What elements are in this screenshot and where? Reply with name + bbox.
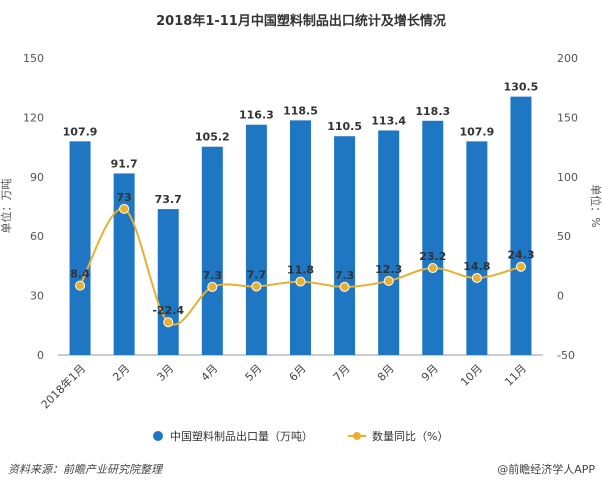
x-tick-label: 9月	[419, 362, 441, 384]
left-tick-label: 0	[37, 349, 44, 362]
bar	[378, 130, 400, 355]
right-tick-label: 200	[557, 52, 578, 65]
line-point	[383, 275, 394, 286]
x-tick-label: 10月	[458, 362, 485, 389]
line-point	[471, 273, 482, 284]
bar-value-label: 113.4	[371, 114, 406, 127]
chart-title: 2018年1-11月中国塑料制品出口统计及增长情况	[156, 13, 446, 29]
left-tick-label: 30	[30, 290, 44, 303]
right-tick-label: 150	[557, 111, 578, 124]
bar-value-label: 107.9	[63, 125, 98, 138]
bar	[69, 141, 91, 355]
bar-value-label: 107.9	[459, 125, 494, 138]
left-tick-label: 90	[30, 171, 44, 184]
bar	[334, 136, 356, 355]
left-tick-label: 150	[23, 52, 44, 65]
right-tick-label: 50	[557, 230, 571, 243]
bar	[422, 120, 444, 356]
credit-note: @前瞻经济学人APP	[497, 463, 595, 476]
line-point	[427, 263, 438, 274]
left-axis-ticks: 0 30 60 90 120 150	[23, 52, 44, 362]
line-point	[163, 317, 174, 328]
line-point	[295, 276, 306, 287]
left-tick-label: 60	[30, 230, 44, 243]
bar	[245, 124, 267, 355]
x-tick-label: 2月	[110, 362, 132, 384]
legend-bar-label: 中国塑料制品出口量（万吨）	[170, 429, 313, 443]
left-axis-label: 单位：万吨	[0, 179, 13, 234]
x-axis-ticks: 2018年1月 2月 3月 4月 5月 6月 7月 8月 9月 10月 11月	[38, 361, 529, 411]
right-tick-label: 100	[557, 171, 578, 184]
bar	[466, 141, 488, 355]
right-tick-label: -50	[557, 349, 575, 362]
x-tick-label: 4月	[199, 362, 221, 384]
line-point	[207, 281, 218, 292]
legend-bar-swatch	[153, 431, 163, 441]
bar	[201, 146, 223, 355]
right-axis-label: 单位：%	[589, 184, 603, 227]
line-value-label: 7.3	[335, 269, 355, 282]
line-value-label: 12.3	[375, 263, 402, 276]
line-value-label: 24.3	[507, 249, 534, 262]
line-value-label: 23.2	[419, 250, 446, 263]
x-tick-label: 2018年1月	[38, 361, 88, 411]
line-value-label: 7.7	[247, 268, 267, 281]
line-point	[339, 281, 350, 292]
x-tick-label: 3月	[154, 362, 176, 384]
x-tick-label: 8月	[375, 362, 397, 384]
legend-line-label: 数量同比（%）	[372, 430, 448, 443]
line-value-label: 8.4	[70, 268, 90, 281]
bar-value-label: 73.7	[155, 193, 182, 206]
source-note: 资料来源：前瞻产业研究院整理	[8, 463, 162, 476]
line-point	[515, 261, 526, 272]
bar-value-label: 105.2	[195, 131, 230, 144]
right-axis-ticks: -50 0 50 100 150 200	[557, 52, 578, 362]
bar-series	[69, 96, 532, 356]
bar	[290, 120, 311, 356]
bar	[510, 96, 532, 356]
line-point	[251, 281, 262, 292]
line-series-points	[75, 203, 526, 328]
line-series-path	[79, 207, 522, 326]
line-value-label: -22.4	[152, 304, 184, 317]
bar	[157, 209, 179, 355]
left-tick-label: 120	[23, 111, 44, 124]
plot-area: 0 30 60 90 120 150 -50 0 50 100 150 200 单位：万吨 单位：%…	[0, 52, 603, 411]
bar-value-label: 91.7	[111, 157, 138, 170]
x-tick-label: 11月	[502, 362, 529, 389]
x-tick-label: 7月	[331, 362, 353, 384]
x-tick-label: 6月	[287, 362, 309, 384]
bar-value-label: 116.3	[239, 109, 274, 122]
right-tick-label: 0	[557, 290, 564, 303]
bar-value-label: 110.5	[327, 120, 362, 133]
bar-data-labels: 107.9 91.7 73.7 105.2 116.3 118.5 110.5 113.4 11…	[63, 81, 539, 206]
line-data-labels: 8.4 73 -22.4 7.3 7.7 11.8 7.3 12.3 23.2 14.8 24.3	[70, 191, 534, 317]
line-value-label: 7.3	[203, 269, 223, 282]
bar-value-label: 118.3	[415, 105, 450, 118]
line-value-label: 11.8	[287, 264, 314, 277]
x-tick-label: 5月	[243, 362, 265, 384]
line-point	[119, 203, 130, 214]
line-value-label: 14.8	[463, 260, 490, 273]
bar-value-label: 118.5	[283, 104, 318, 117]
legend-line-marker	[353, 432, 361, 440]
legend: 中国塑料制品出口量（万吨） 数量同比（%）	[153, 429, 448, 443]
bar	[113, 173, 135, 355]
line-value-label: 73	[116, 191, 131, 204]
line-point	[75, 280, 86, 291]
bar-value-label: 130.5	[504, 81, 539, 94]
